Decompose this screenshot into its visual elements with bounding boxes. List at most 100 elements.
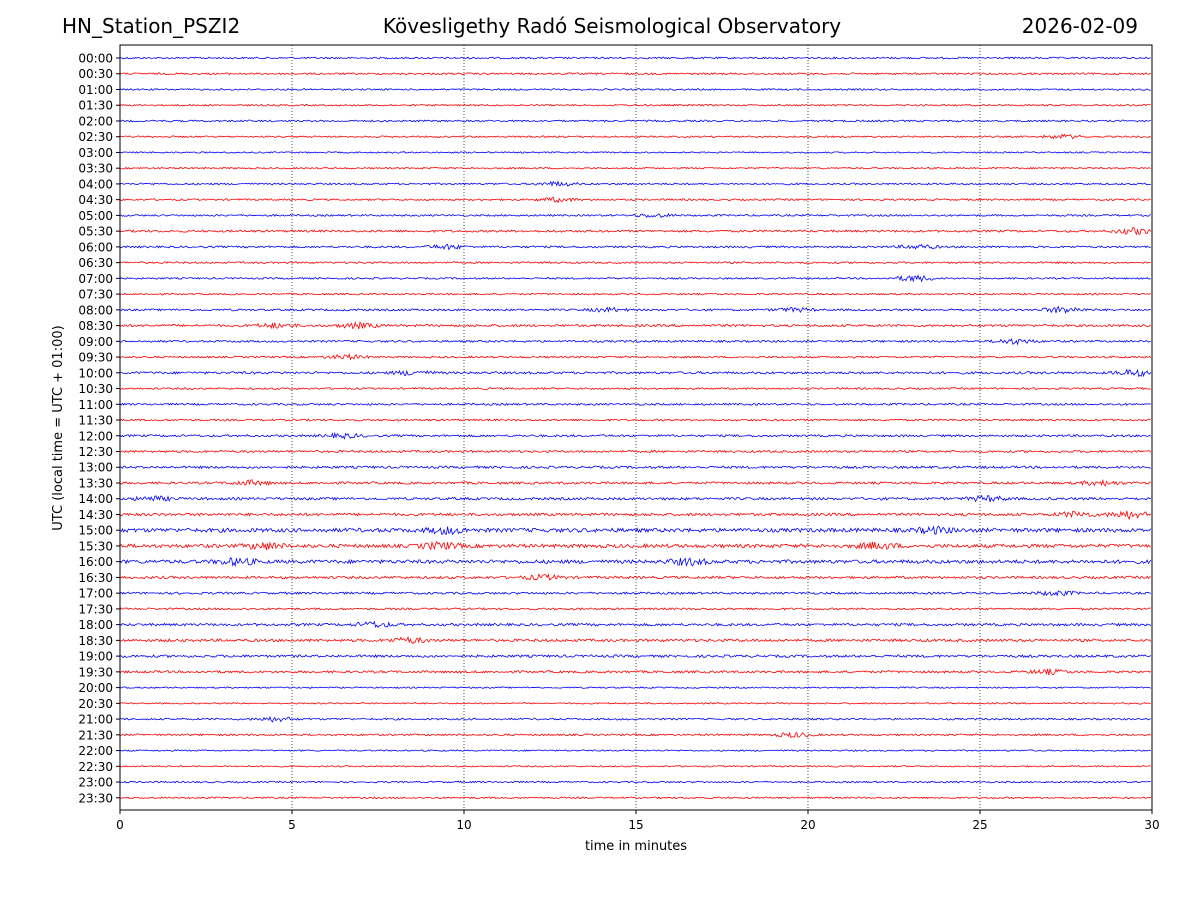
y-tick-label-1000: 10:00 — [78, 366, 113, 380]
trace-1230 — [119, 449, 1152, 454]
trace-1900 — [119, 654, 1152, 659]
y-tick-label-1330: 13:30 — [78, 476, 113, 490]
x-tick-label-5: 5 — [288, 818, 296, 832]
y-tick-label-0330: 03:30 — [78, 162, 113, 176]
trace-1100 — [119, 402, 1151, 406]
trace-1800 — [119, 620, 1152, 629]
trace-1200 — [119, 431, 1152, 440]
trace-0130 — [119, 103, 1151, 107]
grid-lines — [291, 45, 981, 810]
trace-1500 — [119, 525, 1152, 536]
trace-1000 — [119, 368, 1152, 378]
y-tick-label-0000: 00:00 — [78, 52, 113, 66]
y-tick-label-1800: 18:00 — [78, 618, 113, 632]
trace-0730 — [119, 292, 1151, 296]
trace-1600 — [119, 557, 1152, 568]
trace-1030 — [119, 386, 1151, 391]
y-tick-label-0500: 05:00 — [78, 209, 113, 223]
y-tick-label-1630: 16:30 — [78, 571, 113, 585]
trace-layer — [119, 56, 1152, 800]
y-tick-label-1400: 14:00 — [78, 492, 113, 506]
y-tick-label-1130: 11:30 — [78, 414, 113, 428]
x-tick-label-20: 20 — [800, 818, 815, 832]
y-tick-label-0730: 07:30 — [78, 288, 113, 302]
y-tick-label-1900: 19:00 — [78, 650, 113, 664]
y-tick-label-2130: 21:30 — [78, 728, 113, 742]
y-axis-label: UTC (local time = UTC + 01:00) — [51, 325, 66, 530]
trace-0830 — [119, 320, 1152, 330]
trace-0900 — [119, 338, 1151, 346]
y-tick-label-1300: 13:00 — [78, 461, 113, 475]
x-tick-labels: 0 5 10 15 20 25 30 — [116, 810, 1160, 832]
trace-0800 — [119, 305, 1151, 315]
trace-1730 — [119, 607, 1151, 611]
y-tick-label-1600: 16:00 — [78, 555, 113, 569]
trace-0330 — [119, 166, 1152, 170]
trace-2130 — [119, 731, 1152, 739]
trace-0230 — [119, 133, 1152, 140]
x-tick-label-10: 10 — [456, 818, 471, 832]
x-tick-label-0: 0 — [116, 818, 124, 832]
y-tick-label-0400: 04:00 — [78, 177, 113, 191]
trace-0930 — [119, 353, 1152, 361]
trace-1830 — [119, 635, 1152, 645]
trace-2330 — [119, 796, 1152, 800]
trace-0500 — [119, 212, 1151, 219]
trace-0530 — [119, 226, 1152, 236]
trace-0000 — [119, 56, 1151, 60]
trace-1400 — [119, 494, 1151, 503]
trace-1630 — [119, 573, 1151, 581]
x-tick-label-30: 30 — [1144, 818, 1159, 832]
y-tick-label-1700: 17:00 — [78, 587, 113, 601]
y-tick-label-1430: 14:30 — [78, 508, 113, 522]
x-axis-label: time in minutes — [585, 839, 687, 854]
y-tick-label-1500: 15:00 — [78, 524, 113, 538]
y-tick-label-0530: 05:30 — [78, 225, 113, 239]
trace-0700 — [119, 274, 1151, 283]
trace-2230 — [119, 764, 1151, 768]
trace-2030 — [119, 702, 1151, 705]
y-tick-label-0230: 02:30 — [78, 130, 113, 144]
y-tick-label-1230: 12:30 — [78, 445, 113, 459]
trace-1430 — [119, 510, 1152, 521]
trace-0430 — [119, 196, 1151, 204]
y-tick-label-0430: 04:30 — [78, 193, 113, 207]
y-tick-label-2100: 21:00 — [78, 713, 113, 727]
y-tick-label-0300: 03:00 — [78, 146, 113, 160]
trace-0200 — [119, 119, 1151, 123]
y-tick-label-2030: 20:30 — [78, 697, 113, 711]
y-tick-label-1100: 11:00 — [78, 398, 113, 412]
x-tick-label-15: 15 — [628, 818, 643, 832]
trace-2200 — [119, 749, 1151, 752]
y-tick-label-2000: 20:00 — [78, 681, 113, 695]
y-tick-label-0800: 08:00 — [78, 303, 113, 317]
y-tick-label-2230: 22:30 — [78, 760, 113, 774]
y-tick-label-0700: 07:00 — [78, 272, 113, 286]
trace-1700 — [119, 590, 1151, 597]
observatory-title: Kövesligethy Radó Seismological Observat… — [382, 14, 842, 38]
y-tick-label-0200: 02:00 — [78, 114, 113, 128]
trace-0400 — [119, 180, 1151, 187]
y-tick-label-0630: 06:30 — [78, 256, 113, 270]
y-tick-label-0030: 00:30 — [78, 67, 113, 81]
y-tick-label-1530: 15:30 — [78, 539, 113, 553]
y-tick-label-0900: 09:00 — [78, 335, 113, 349]
date-title: 2026-02-09 — [1021, 14, 1138, 38]
trace-1530 — [119, 540, 1152, 551]
trace-0300 — [119, 151, 1151, 154]
trace-2100 — [119, 715, 1151, 723]
y-tick-label-0930: 09:30 — [78, 351, 113, 365]
y-tick-label-0130: 01:30 — [78, 99, 113, 113]
trace-0100 — [119, 88, 1151, 91]
y-tick-label-1830: 18:30 — [78, 634, 113, 648]
trace-1930 — [119, 667, 1152, 676]
trace-0600 — [119, 244, 1151, 251]
trace-1330 — [119, 478, 1151, 487]
trace-2000 — [119, 686, 1152, 689]
y-tick-label-1930: 19:30 — [78, 665, 113, 679]
y-tick-label-0600: 06:00 — [78, 240, 113, 254]
y-tick-label-1030: 10:30 — [78, 382, 113, 396]
trace-1300 — [119, 465, 1151, 470]
